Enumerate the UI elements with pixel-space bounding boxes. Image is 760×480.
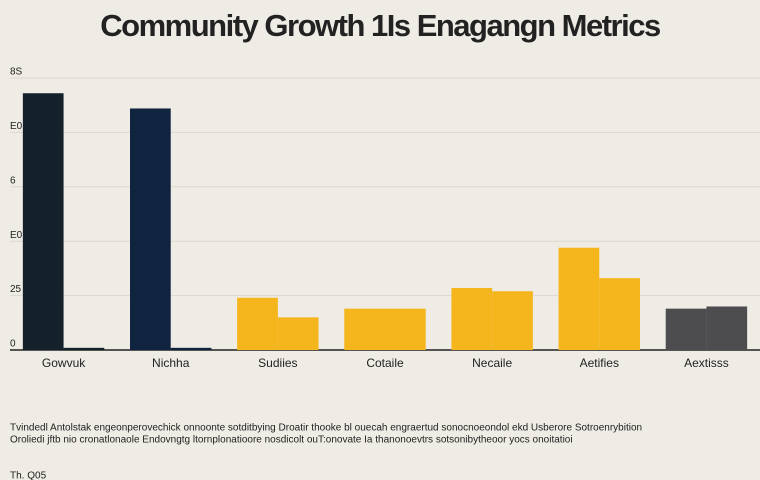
bar xyxy=(706,306,748,350)
bar xyxy=(130,108,171,351)
bar xyxy=(277,317,319,350)
bar xyxy=(451,287,493,350)
bar xyxy=(237,297,278,350)
bar xyxy=(22,93,64,351)
source: Th. Q05 xyxy=(10,471,47,480)
bar xyxy=(492,291,533,350)
bar xyxy=(599,278,640,350)
x-tick-label: Aextisss xyxy=(684,356,729,370)
y-tick-label: 6 xyxy=(10,175,16,186)
chart-title: Community Growth 1Is Enagangn Metrics xyxy=(100,8,660,43)
y-tick-label: 25 xyxy=(10,284,22,295)
x-tick-label: Nichha xyxy=(152,356,190,370)
x-tick-label: Aetifies xyxy=(580,356,619,370)
y-tick-label: 8S xyxy=(10,67,23,78)
x-tick-label: Necaile xyxy=(472,356,512,370)
bar xyxy=(385,308,426,350)
x-tick-label: Cotaile xyxy=(366,356,404,370)
y-tick-label: E0 xyxy=(10,121,23,132)
bar xyxy=(170,347,212,350)
x-tick-label: Gowvuk xyxy=(42,356,86,370)
x-tick-label: Sudiies xyxy=(258,356,297,370)
y-tick-label: E0 xyxy=(10,230,23,241)
footnote: Tvindedl Antolstak engeonperovechick onn… xyxy=(10,423,642,434)
bar xyxy=(665,308,707,350)
y-tick-label: 0 xyxy=(10,339,16,350)
footnote: Oroliedi jftb nio cronatlonaole Endovngt… xyxy=(10,435,573,446)
bar xyxy=(558,247,600,350)
bar xyxy=(63,347,105,350)
bar xyxy=(344,308,385,350)
